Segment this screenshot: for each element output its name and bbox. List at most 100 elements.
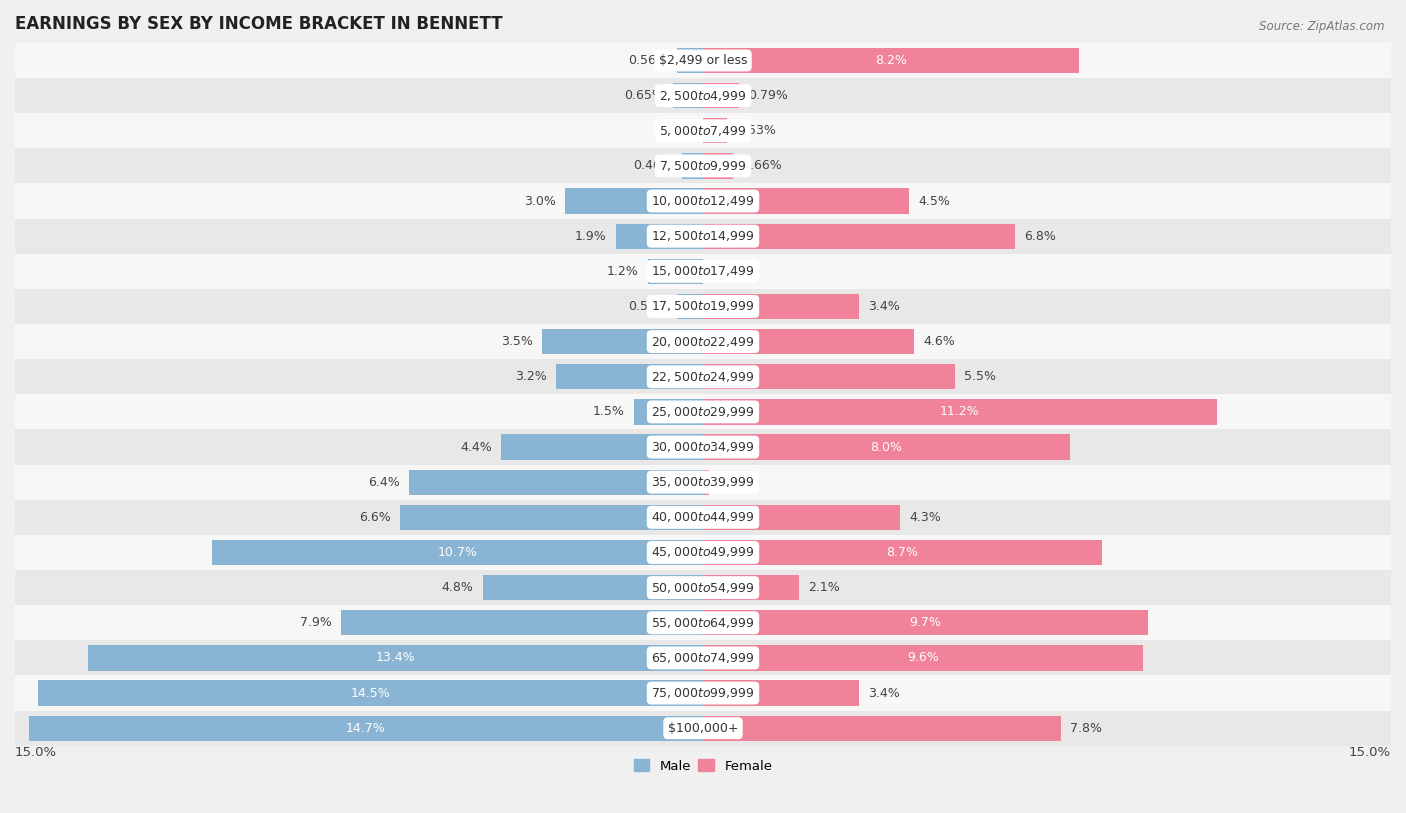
Text: $25,000 to $29,999: $25,000 to $29,999 [651, 405, 755, 419]
Bar [15, 289, 1391, 324]
Bar [703, 470, 709, 495]
Text: 1.9%: 1.9% [575, 230, 606, 243]
Bar [703, 364, 955, 389]
Text: $7,500 to $9,999: $7,500 to $9,999 [659, 159, 747, 173]
Bar [703, 610, 1147, 636]
Text: 7.8%: 7.8% [1070, 722, 1102, 735]
Bar [15, 570, 1391, 605]
Bar [15, 711, 1391, 746]
Text: $30,000 to $34,999: $30,000 to $34,999 [651, 440, 755, 454]
Text: $17,500 to $19,999: $17,500 to $19,999 [651, 299, 755, 314]
Text: 0.65%: 0.65% [624, 89, 664, 102]
Text: 15.0%: 15.0% [1348, 746, 1391, 759]
Bar [703, 83, 740, 108]
Text: 3.4%: 3.4% [868, 300, 900, 313]
Bar [703, 575, 800, 600]
Text: 11.2%: 11.2% [941, 406, 980, 419]
Bar [678, 293, 703, 320]
Bar [482, 575, 703, 600]
Bar [703, 118, 727, 143]
Text: Source: ZipAtlas.com: Source: ZipAtlas.com [1260, 20, 1385, 33]
Bar [703, 153, 734, 179]
Text: 8.2%: 8.2% [875, 54, 907, 67]
Text: 0.53%: 0.53% [737, 124, 776, 137]
Bar [15, 219, 1391, 254]
Text: $45,000 to $49,999: $45,000 to $49,999 [651, 546, 755, 559]
Text: $12,500 to $14,999: $12,500 to $14,999 [651, 229, 755, 243]
Bar [703, 505, 900, 530]
Text: $15,000 to $17,499: $15,000 to $17,499 [651, 264, 755, 278]
Bar [703, 680, 859, 706]
Text: 3.5%: 3.5% [502, 335, 533, 348]
Bar [38, 680, 703, 706]
Text: $55,000 to $64,999: $55,000 to $64,999 [651, 615, 755, 630]
Bar [15, 324, 1391, 359]
Legend: Male, Female: Male, Female [628, 754, 778, 778]
Text: 6.8%: 6.8% [1024, 230, 1056, 243]
Bar [15, 464, 1391, 500]
Text: 3.2%: 3.2% [516, 370, 547, 383]
Bar [212, 540, 703, 565]
Text: $22,500 to $24,999: $22,500 to $24,999 [651, 370, 755, 384]
Bar [15, 78, 1391, 113]
Text: $40,000 to $44,999: $40,000 to $44,999 [651, 511, 755, 524]
Bar [703, 715, 1060, 741]
Text: 4.3%: 4.3% [910, 511, 941, 524]
Text: 14.5%: 14.5% [350, 686, 391, 699]
Text: $10,000 to $12,499: $10,000 to $12,499 [651, 194, 755, 208]
Bar [15, 254, 1391, 289]
Text: 8.7%: 8.7% [887, 546, 918, 559]
Bar [409, 470, 703, 495]
Bar [15, 429, 1391, 464]
Bar [616, 224, 703, 249]
Bar [15, 500, 1391, 535]
Text: 4.4%: 4.4% [460, 441, 492, 454]
Text: 9.6%: 9.6% [907, 651, 939, 664]
Text: EARNINGS BY SEX BY INCOME BRACKET IN BENNETT: EARNINGS BY SEX BY INCOME BRACKET IN BEN… [15, 15, 502, 33]
Text: 9.7%: 9.7% [910, 616, 942, 629]
Text: 13.4%: 13.4% [375, 651, 416, 664]
Text: 7.9%: 7.9% [299, 616, 332, 629]
Text: $100,000+: $100,000+ [668, 722, 738, 735]
Bar [15, 535, 1391, 570]
Bar [703, 293, 859, 320]
Bar [557, 364, 703, 389]
Text: 0.56%: 0.56% [628, 300, 668, 313]
Text: 8.0%: 8.0% [870, 441, 903, 454]
Bar [401, 505, 703, 530]
Text: 4.6%: 4.6% [924, 335, 955, 348]
Bar [15, 43, 1391, 78]
Text: $2,500 to $4,999: $2,500 to $4,999 [659, 89, 747, 102]
Bar [678, 48, 703, 73]
Text: 6.4%: 6.4% [368, 476, 401, 489]
Text: $5,000 to $7,499: $5,000 to $7,499 [659, 124, 747, 137]
Text: 0.46%: 0.46% [633, 159, 672, 172]
Bar [703, 329, 914, 354]
Bar [15, 605, 1391, 641]
Bar [703, 48, 1080, 73]
Bar [634, 399, 703, 424]
Bar [703, 540, 1102, 565]
Text: 1.5%: 1.5% [593, 406, 626, 419]
Text: $50,000 to $54,999: $50,000 to $54,999 [651, 580, 755, 594]
Text: 0.56%: 0.56% [628, 54, 668, 67]
Bar [15, 148, 1391, 184]
Text: 0.13%: 0.13% [718, 476, 758, 489]
Text: 4.5%: 4.5% [918, 194, 950, 207]
Bar [15, 641, 1391, 676]
Bar [15, 676, 1391, 711]
Bar [15, 394, 1391, 429]
Text: $2,499 or less: $2,499 or less [659, 54, 747, 67]
Bar [648, 259, 703, 284]
Text: 0.0%: 0.0% [713, 265, 744, 278]
Text: 2.1%: 2.1% [808, 581, 841, 594]
Bar [703, 224, 1015, 249]
Text: 0.0%: 0.0% [662, 124, 693, 137]
Bar [15, 184, 1391, 219]
Text: 5.5%: 5.5% [965, 370, 997, 383]
Text: $75,000 to $99,999: $75,000 to $99,999 [651, 686, 755, 700]
Text: 0.66%: 0.66% [742, 159, 782, 172]
Text: $35,000 to $39,999: $35,000 to $39,999 [651, 475, 755, 489]
Bar [565, 189, 703, 214]
Text: 14.7%: 14.7% [346, 722, 385, 735]
